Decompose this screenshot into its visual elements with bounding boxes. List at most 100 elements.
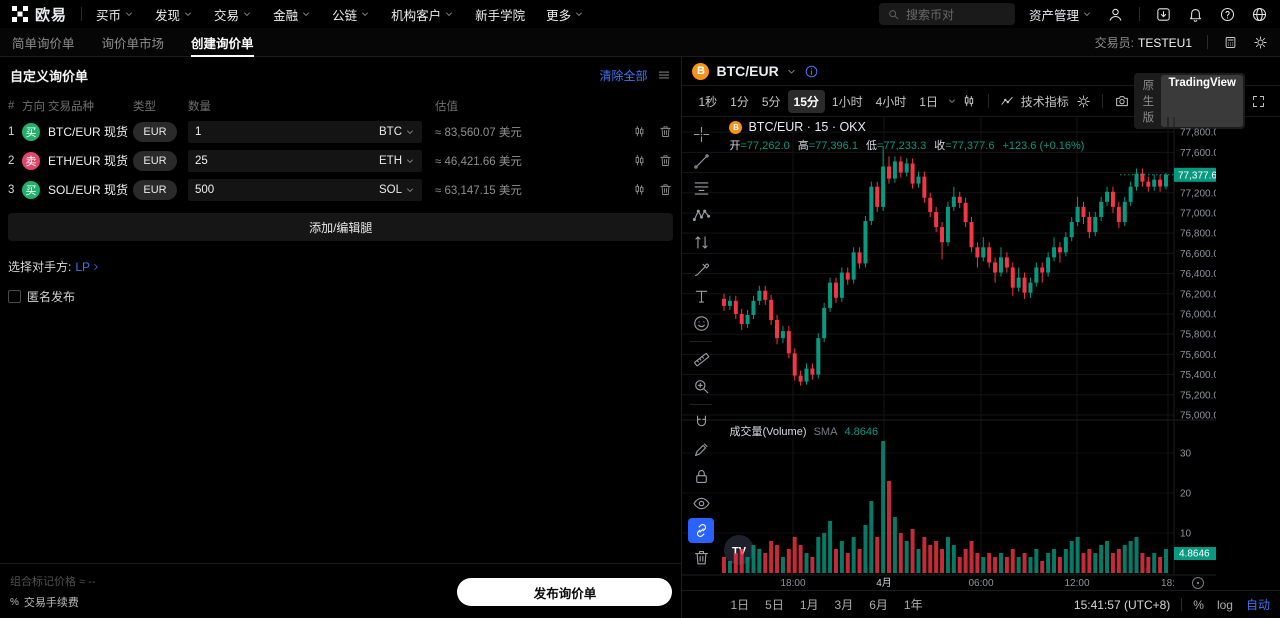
search-input[interactable]: 搜索币对 [878,3,1015,25]
add-edit-legs-button[interactable]: 添加/编辑腿 [8,213,674,241]
pair-selector[interactable]: BTC/EUR 现货 [48,123,139,140]
zoom-in-tool-icon[interactable] [688,374,714,399]
indicators-icon[interactable] [1000,94,1015,109]
ruler-tool-icon[interactable] [688,347,714,372]
range-3月[interactable]: 3月 [834,598,854,612]
nav-item-3[interactable]: 交易 [214,5,252,24]
info-icon[interactable] [804,64,819,79]
brush-tool-icon[interactable] [688,257,714,282]
panel-menu-icon[interactable] [657,68,671,82]
chevron-down-icon[interactable] [947,96,957,106]
okx-logo[interactable]: 欧易 [12,4,67,25]
interval-1小时[interactable]: 1小时 [831,94,863,109]
magnet-tool-icon[interactable] [688,410,714,435]
range-1日[interactable]: 1日 [730,598,750,612]
chevron-down-icon [574,9,584,19]
fullscreen-icon[interactable] [1251,94,1266,109]
gear-icon[interactable] [1253,35,1268,50]
amount-input[interactable]: 500 SOL [188,178,422,201]
pair-selector[interactable]: ETH/EUR 现货 [48,152,139,169]
pair-selector[interactable]: SOL/EUR 现货 [48,181,139,198]
native-mode-option[interactable]: 原生版 [1142,80,1155,124]
trash-tool-icon[interactable] [688,545,714,570]
range-5日[interactable]: 5日 [765,598,784,612]
chart-settings-icon[interactable] [1076,94,1091,109]
chart-icon[interactable] [632,153,647,168]
unit-dropdown[interactable]: BTC [379,126,415,138]
auto-scale-button[interactable]: 自动 [1245,598,1270,612]
text-tool-icon[interactable] [688,284,714,309]
nav-item-6[interactable]: 机构客户 [391,5,454,24]
svg-text:75,400.0: 75,400.0 [1180,370,1216,381]
user-icon[interactable] [1107,6,1124,23]
interval-15分[interactable]: 15分 [787,89,825,113]
nav-item-7[interactable]: 新手学院 [475,5,525,24]
range-1月[interactable]: 1月 [799,598,819,612]
help-icon[interactable] [1219,6,1236,23]
nav-item-5[interactable]: 公链 [332,5,370,24]
calculator-icon[interactable] [1223,35,1238,50]
nav-item-1[interactable]: 买币 [96,5,134,24]
amount-input[interactable]: 1 BTC [188,120,422,143]
chart-icon[interactable] [632,182,647,197]
lock-tool-icon[interactable] [688,464,714,489]
interval-5分[interactable]: 5分 [761,94,781,109]
tradingview-mode-option[interactable]: TradingView [1161,75,1243,127]
candlestick-chart[interactable]: 77,800.077,600.077,400.077,200.077,000.0… [682,117,1217,590]
eye-tool-icon[interactable] [688,491,714,516]
side-badge: 买 [22,122,40,141]
tab-2[interactable]: 询价单市场 [101,36,165,51]
delete-leg-icon[interactable] [658,182,673,197]
link-tool-icon[interactable] [688,518,715,543]
range-6月[interactable]: 6月 [869,598,888,612]
indicators-button[interactable]: 技术指标 [1020,94,1069,109]
crosshair-tool-icon[interactable] [688,122,714,147]
publish-rfq-button[interactable]: 发布询价单 [457,578,673,606]
log-scale-button[interactable]: log [1216,597,1233,612]
fib-retracement-tool-icon[interactable] [688,176,714,201]
long-position-tool-icon[interactable] [688,230,714,255]
nav-item-8[interactable]: 更多 [546,5,584,24]
xabcd-pattern-tool-icon[interactable] [688,203,714,228]
divider [690,341,713,342]
counterparty-link[interactable]: LP [75,260,101,274]
tab-3[interactable]: 创建询价单 [191,28,254,57]
assets-dropdown[interactable]: 资产管理 [1029,5,1092,24]
interval-1分[interactable]: 1分 [730,94,749,109]
chart-mode-toggle[interactable]: 原生版 TradingView [1133,73,1245,129]
interval-1秒[interactable]: 1秒 [698,94,718,109]
clear-all-link[interactable]: 清除全部 [599,68,648,83]
trend-line-tool-icon[interactable] [688,149,714,174]
type-pill[interactable]: EUR [133,121,177,142]
edit-tool-icon[interactable] [688,437,714,462]
chevron-down-icon[interactable] [786,66,797,77]
emoji-tool-icon[interactable] [688,311,714,336]
type-pill[interactable]: EUR [133,150,177,171]
legs-table-header: # 方向 交易品种 类型 数量 估值 [0,95,681,117]
interval-1日[interactable]: 1日 [919,94,938,109]
amount-input[interactable]: 25 ETH [188,149,422,172]
unit-dropdown[interactable]: SOL [379,184,415,196]
chart-body[interactable]: 77,800.077,600.077,400.077,200.077,000.0… [682,117,1280,590]
delete-leg-icon[interactable] [658,153,673,168]
reset-scale-icon[interactable] [1192,577,1205,589]
tab-1[interactable]: 简单询价单 [12,36,75,51]
delete-leg-icon[interactable] [658,124,673,139]
type-pill[interactable]: EUR [133,179,177,200]
anonymous-checkbox[interactable] [8,290,21,303]
bell-icon[interactable] [1187,6,1204,23]
divider [1181,598,1183,611]
snapshot-icon[interactable] [1114,93,1130,109]
nav-item-2[interactable]: 发现 [155,5,193,24]
nav-item-4[interactable]: 金融 [273,5,311,24]
globe-icon[interactable] [1251,6,1268,23]
range-1年[interactable]: 1年 [903,598,923,612]
percent-scale-button[interactable]: % [1193,597,1204,612]
mark-price: 组合标记价格 ≈ -- [10,576,96,588]
download-icon[interactable] [1155,6,1172,23]
unit-dropdown[interactable]: ETH [379,155,415,167]
interval-4小时[interactable]: 4小时 [875,94,907,109]
ohlc-change: +123.6 (+0.16%) [1002,140,1085,152]
chart-style-icon[interactable] [961,93,977,109]
chart-icon[interactable] [632,124,647,139]
